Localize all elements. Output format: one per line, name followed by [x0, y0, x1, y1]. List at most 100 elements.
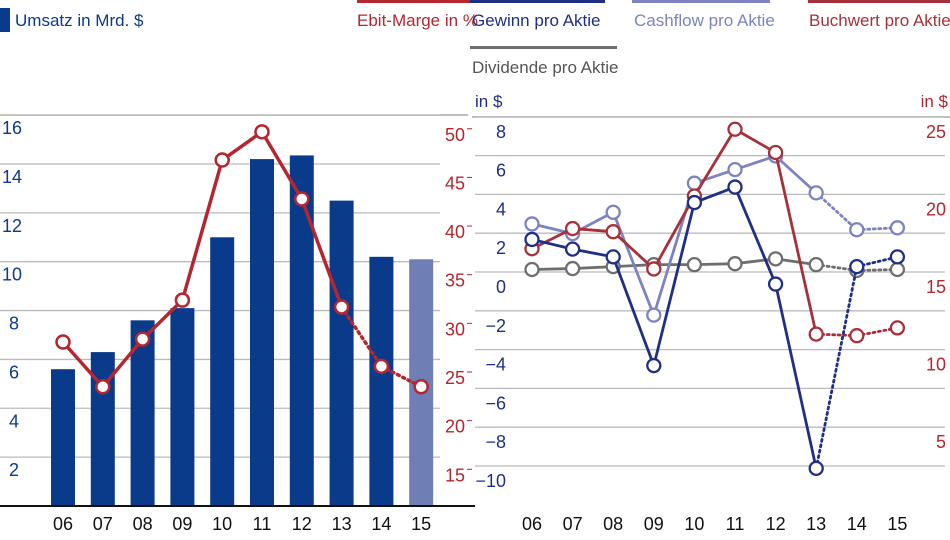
bar-umsatz-12	[289, 155, 314, 506]
x-tick-label: 11	[253, 514, 272, 534]
x-tick-label: 10	[684, 514, 704, 534]
buchwert-line-segment	[652, 195, 696, 270]
gewinn-point-08	[605, 249, 621, 265]
right-axis-tick-label: 20	[926, 199, 946, 219]
buchwert-point-07	[564, 220, 581, 237]
dividende-point-12	[767, 251, 784, 267]
ebit-point-10	[214, 152, 230, 168]
right-axis-tick-label: 15	[445, 465, 465, 485]
x-tick-label: 13	[332, 514, 352, 534]
ebit-point-09	[174, 292, 191, 308]
ebit-line-segment	[61, 340, 105, 388]
gewinn-line-segment	[611, 256, 656, 367]
buchwert-point-15	[889, 320, 906, 336]
x-tick-label: 11	[726, 514, 745, 534]
x-tick-label: 10	[212, 514, 232, 534]
left-axis-tick-label: 8	[9, 314, 19, 334]
x-tick-label: 12	[292, 514, 312, 534]
x-tick-label: 06	[53, 514, 73, 534]
ebit-line-segment	[300, 198, 344, 308]
left-axis-tick-label: −6	[485, 393, 506, 413]
dividende-point-11	[727, 256, 743, 272]
right-chart-right-axis-unit: in $	[921, 92, 949, 111]
left-axis-tick-label: −4	[485, 355, 506, 375]
x-tick-label: 07	[93, 514, 113, 534]
left-axis-tick-label: 6	[9, 362, 19, 382]
ebit-point-08	[134, 331, 151, 347]
gewinn-point-09	[646, 357, 662, 374]
right-axis-tick-label: 45	[445, 173, 465, 193]
ebit-line-segment	[101, 337, 144, 388]
dividende-point-15	[889, 261, 906, 278]
gewinn-line-segment	[733, 186, 777, 285]
legend-label-buchwert: Buchwert pro Aktie	[809, 11, 950, 30]
left-axis-tick-label: 4	[496, 199, 506, 219]
left-axis-tick-label: 12	[2, 216, 22, 236]
gewinn-point-10	[686, 194, 703, 211]
ebit-point-11	[254, 124, 270, 140]
legend-label-gewinn: Gewinn pro Aktie	[472, 11, 601, 30]
legend-swatch-umsatz	[0, 8, 10, 32]
right-axis-tick-label: 25	[926, 122, 946, 142]
bar-umsatz-09	[170, 308, 195, 506]
ebit-point-07	[95, 379, 111, 395]
right-axis-tick-label: 10	[926, 355, 946, 375]
x-tick-label: 14	[371, 514, 391, 534]
buchwert-point-12	[767, 144, 784, 161]
ebit-line-segment	[141, 298, 184, 341]
ebit-point-14	[373, 358, 390, 375]
gewinn-line-segment	[774, 283, 818, 469]
right-axis-tick-label: 20	[445, 417, 465, 437]
x-tick-label: 14	[847, 514, 867, 534]
legend-swatch-dividende	[470, 46, 617, 49]
left-chart: 2 4 6 8 10 12 14 16 15 20 25 30 35 40 45 50 06 07 08 09 10 11…	[0, 114, 475, 534]
cashflow-point-06	[524, 216, 540, 232]
bar-umsatz-13	[329, 200, 354, 506]
cashflow-point-11	[727, 161, 743, 178]
left-axis-tick-label: 2	[9, 460, 19, 480]
right-axis-tick-label: 30	[445, 319, 465, 339]
bar-umsatz-14	[369, 256, 394, 506]
gewinn-point-14	[849, 258, 865, 275]
gewinn-point-11	[727, 179, 743, 195]
buchwert-line-segment	[612, 230, 655, 270]
cashflow-point-08	[605, 204, 621, 220]
left-axis-tick-label: 8	[496, 122, 506, 142]
x-tick-label: 09	[172, 514, 192, 534]
buchwert-point-13	[808, 326, 824, 342]
left-axis-tick-label: 4	[9, 411, 19, 431]
legend-label-dividende: Dividende pro Aktie	[472, 58, 618, 77]
dividende-point-07	[564, 260, 581, 277]
ebit-point-06	[55, 334, 71, 350]
x-tick-label: 07	[563, 514, 583, 534]
right-axis-tick-label: 50	[445, 125, 465, 145]
legend-swatch-buchwert	[808, 0, 950, 3]
left-axis-tick-label: −8	[485, 432, 506, 452]
dividende-point-10	[686, 257, 703, 273]
right-axis-tick-label: 5	[936, 432, 946, 452]
bar-umsatz-06	[51, 369, 75, 506]
left-axis-tick-label: 6	[496, 161, 506, 181]
x-tick-label: 08	[603, 514, 623, 534]
bar-umsatz-10	[210, 237, 235, 506]
ebit-point-12	[294, 191, 310, 207]
gewinn-line-segment	[652, 202, 696, 366]
dividende-point-13	[808, 257, 824, 273]
x-tick-label: 15	[411, 514, 431, 534]
buchwert-point-09	[646, 261, 662, 277]
right-axis-tick-label: 40	[445, 222, 465, 242]
legend-label-umsatz: Umsatz in Mrd. $	[15, 11, 144, 30]
x-tick-label: 06	[522, 514, 542, 534]
gewinn-point-07	[564, 241, 581, 257]
legend-swatch-gewinn	[470, 0, 605, 3]
gewinn-point-13	[808, 460, 824, 477]
ebit-line-segment	[180, 159, 224, 301]
left-axis-tick-label: 10	[2, 265, 22, 285]
x-tick-label: 09	[644, 514, 664, 534]
buchwert-point-11	[727, 121, 743, 137]
left-axis-tick-label: 0	[496, 277, 506, 297]
bar-umsatz-11	[250, 159, 274, 506]
left-axis-tick-label: 14	[2, 167, 22, 187]
